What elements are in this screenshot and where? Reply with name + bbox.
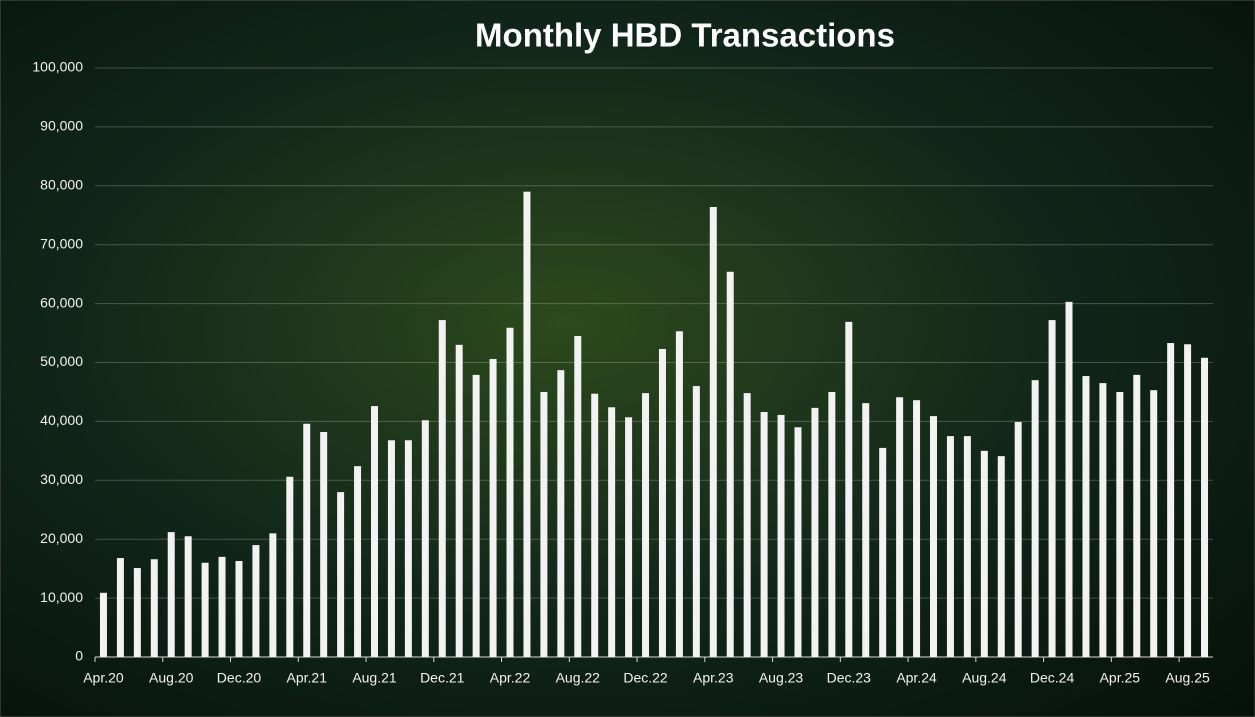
x-tick-label: Aug.24 (962, 670, 1007, 686)
bar (1116, 391, 1124, 657)
y-tick-label: 80,000 (40, 177, 83, 193)
bar (201, 562, 209, 657)
bar (1184, 344, 1192, 657)
bar (557, 370, 565, 657)
bar (845, 321, 853, 657)
bar (371, 406, 378, 657)
x-tick-label: Aug.23 (759, 670, 804, 686)
bar (658, 348, 666, 657)
bar (930, 416, 937, 657)
x-tick-label: Apr.20 (83, 670, 124, 686)
bar (320, 432, 328, 657)
bar (811, 407, 819, 657)
bar (1014, 421, 1022, 657)
bar (709, 207, 717, 657)
bar (1150, 390, 1158, 657)
bar (828, 391, 836, 657)
bar (760, 411, 768, 657)
bar (777, 414, 785, 657)
y-tick-label: 20,000 (40, 530, 83, 546)
bar (116, 558, 124, 657)
bar (862, 403, 870, 657)
bar (980, 450, 988, 657)
y-tick-label: 40,000 (40, 412, 83, 428)
x-tick-label: Apr.22 (490, 670, 531, 686)
y-tick-label: 100,000 (32, 59, 83, 75)
bar (1048, 320, 1056, 657)
bar (252, 545, 260, 657)
bar (591, 393, 599, 657)
bar (946, 436, 954, 657)
bar (133, 568, 141, 657)
bar (896, 397, 904, 657)
x-tick-label: Aug.20 (149, 670, 194, 686)
bar (1133, 374, 1141, 657)
bar (879, 447, 887, 657)
bar (608, 407, 616, 657)
bar (743, 393, 751, 657)
bar (642, 393, 650, 657)
x-tick-label: Aug.22 (556, 670, 601, 686)
bar (387, 440, 395, 657)
x-tick-label: Dec.21 (420, 670, 465, 686)
bar (421, 420, 429, 657)
bar (218, 556, 226, 657)
bar (455, 344, 463, 657)
y-tick-label: 30,000 (40, 471, 83, 487)
x-tick-label: Aug.21 (352, 670, 397, 686)
bar (675, 331, 683, 657)
bar (540, 391, 548, 657)
bar (1201, 357, 1209, 657)
bar (997, 456, 1005, 657)
bar (184, 536, 192, 657)
bar (337, 492, 345, 657)
bar (794, 427, 802, 657)
bar (963, 436, 971, 657)
bar (269, 533, 277, 657)
bar (472, 374, 480, 657)
y-tick-label: 0 (75, 648, 83, 664)
x-tick-label: Dec.23 (827, 670, 872, 686)
bar (167, 532, 175, 657)
bar (286, 476, 294, 657)
chart-title: Monthly HBD Transactions (475, 17, 895, 54)
bar (574, 335, 582, 657)
y-tick-label: 60,000 (40, 294, 83, 310)
bar (506, 327, 514, 657)
bar (1065, 301, 1073, 657)
x-tick-label: Dec.24 (1030, 670, 1075, 686)
bar (235, 560, 243, 657)
bar (1082, 376, 1090, 657)
bar (150, 559, 158, 657)
bar (625, 417, 633, 657)
bar (404, 440, 412, 657)
bar (1031, 380, 1039, 657)
bar (99, 592, 107, 657)
x-tick-label: Apr.21 (287, 670, 328, 686)
bar (1167, 343, 1175, 657)
bar (438, 320, 446, 657)
x-tick-label: Apr.24 (896, 670, 937, 686)
y-tick-label: 50,000 (40, 353, 83, 369)
x-tick-label: Apr.23 (693, 670, 734, 686)
bar (523, 191, 531, 657)
y-tick-label: 90,000 (40, 118, 83, 134)
bar (303, 423, 311, 657)
bar (726, 271, 734, 657)
bar (489, 358, 497, 657)
x-tick-label: Apr.25 (1100, 670, 1141, 686)
bar (913, 400, 921, 657)
x-tick-label: Dec.22 (623, 670, 668, 686)
bar (1099, 383, 1107, 657)
y-tick-label: 10,000 (40, 589, 83, 605)
x-tick-label: Aug.25 (1165, 670, 1210, 686)
y-tick-label: 70,000 (40, 235, 83, 251)
bar (692, 386, 700, 657)
x-tick-label: Dec.20 (217, 670, 262, 686)
bar (354, 466, 362, 657)
